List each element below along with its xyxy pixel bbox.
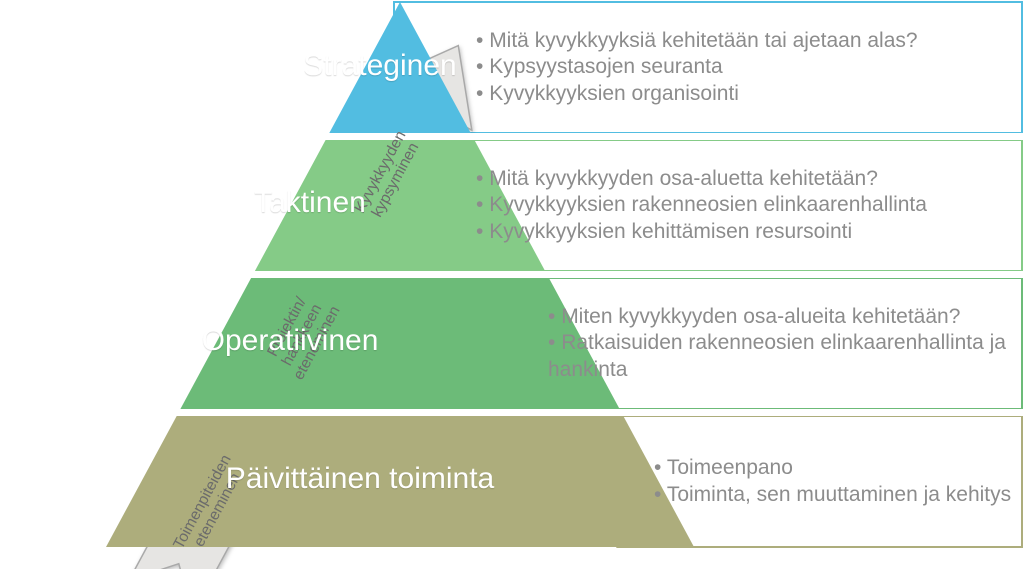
bullet-item: Toimeenpano <box>654 455 1011 481</box>
bullet-list: Mitä kyvykkyyksiä kehitetään tai ajetaan… <box>476 28 918 107</box>
level-title-daily: Päivittäinen toiminta <box>200 462 520 496</box>
bullet-item: Kyvykkyyksien organisointi <box>476 81 918 107</box>
bullet-item: Mitä kyvykkyyden osa-aluetta kehitetään? <box>476 166 927 192</box>
level-title-tactical: Taktinen <box>150 186 470 220</box>
bullet-list: ToimeenpanoToiminta, sen muuttaminen ja … <box>654 455 1011 508</box>
bullet-item: Kyvykkyyksien kehittämisen resursointi <box>476 219 927 245</box>
bullets-daily: ToimeenpanoToiminta, sen muuttaminen ja … <box>654 426 1014 537</box>
bullets-tactical: Mitä kyvykkyyden osa-aluetta kehitetään?… <box>476 150 1014 261</box>
bullet-item: Ratkaisuiden rakenneosien elinkaarenhall… <box>548 330 1014 383</box>
bullet-item: Mitä kyvykkyyksiä kehitetään tai ajetaan… <box>476 28 918 54</box>
bullet-item: Toiminta, sen muuttaminen ja kehitys <box>654 482 1011 508</box>
bullet-item: Kypsyystasojen seuranta <box>476 54 918 80</box>
level-title-operational: Operatiivinen <box>130 324 450 358</box>
bullet-item: Miten kyvykkyyden osa-alueita kehitetään… <box>548 304 1014 330</box>
bullets-strategic: Mitä kyvykkyyksiä kehitetään tai ajetaan… <box>476 12 1014 123</box>
bullets-operational: Miten kyvykkyyden osa-alueita kehitetään… <box>548 288 1014 399</box>
bullet-list: Miten kyvykkyyden osa-alueita kehitetään… <box>548 304 1014 383</box>
diagram-stage: KyvykkyydenkypsyminenProjektin/hankkeene… <box>0 0 1024 569</box>
bullet-list: Mitä kyvykkyyden osa-aluetta kehitetään?… <box>476 166 927 245</box>
bullet-item: Kyvykkyyksien rakenneosien elinkaarenhal… <box>476 192 927 218</box>
